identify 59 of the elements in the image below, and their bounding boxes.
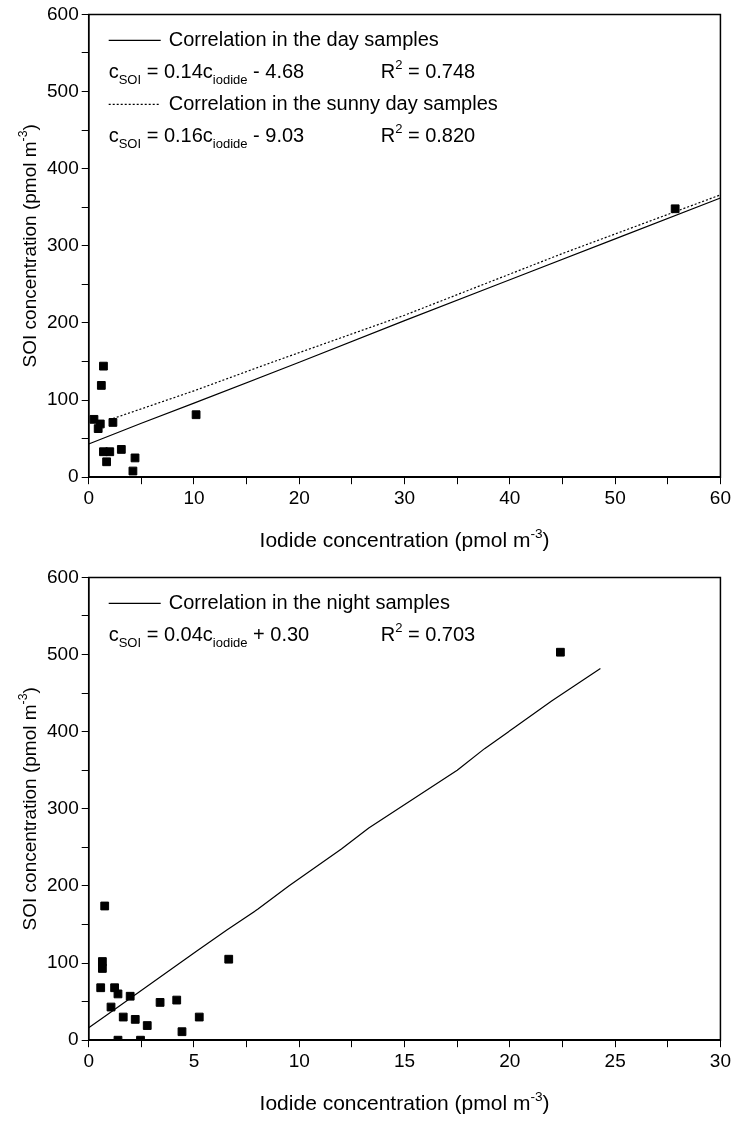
point xyxy=(130,453,140,463)
point xyxy=(116,445,126,454)
y-tick-label: 100 xyxy=(47,951,79,973)
point xyxy=(130,1014,140,1024)
y-tick-label: 500 xyxy=(47,79,79,101)
point xyxy=(96,983,106,993)
x-tick-label: 20 xyxy=(499,1049,521,1071)
x-tick-label: 10 xyxy=(183,486,205,508)
y-tick-label: 600 xyxy=(47,2,79,24)
y-tick-label: 500 xyxy=(47,642,79,664)
point xyxy=(155,998,165,1007)
y-tick-label: 300 xyxy=(47,797,79,819)
point xyxy=(142,1021,152,1030)
point xyxy=(108,418,118,427)
point xyxy=(105,447,115,457)
y-tick-label: 200 xyxy=(47,311,79,333)
y-tick-label: 300 xyxy=(47,234,79,256)
y-tick-label: 100 xyxy=(47,388,79,410)
y-tick-label: 600 xyxy=(47,565,79,587)
x-tick-label: 40 xyxy=(499,486,521,508)
y-tick-label: 0 xyxy=(68,1028,79,1050)
y-tick-label: 0 xyxy=(68,465,79,487)
point xyxy=(194,1012,204,1022)
x-tick-label: 50 xyxy=(604,486,626,508)
point xyxy=(102,457,111,467)
point xyxy=(118,1012,128,1022)
point xyxy=(93,424,103,433)
point xyxy=(172,995,182,1005)
x-tick-label: 0 xyxy=(83,1049,94,1071)
point xyxy=(113,989,123,999)
y-tick-label: 400 xyxy=(47,156,79,178)
x-tick-label: 30 xyxy=(709,1049,731,1071)
y-axis-title: SOI concentration (pmol m-3) xyxy=(16,687,40,931)
point xyxy=(556,647,565,657)
legend-label: Correlation in the sunny day samples xyxy=(168,92,498,115)
point xyxy=(106,1002,116,1012)
point xyxy=(125,991,135,1001)
x-tick-label: 0 xyxy=(83,486,94,508)
y-tick-label: 200 xyxy=(47,874,79,896)
point xyxy=(670,204,680,214)
x-tick-label: 25 xyxy=(604,1049,626,1071)
x-tick-label: 15 xyxy=(394,1049,416,1071)
point xyxy=(177,1027,187,1037)
point xyxy=(99,361,108,371)
x-tick-label: 60 xyxy=(709,486,731,508)
point xyxy=(100,901,110,911)
x-tick-label: 5 xyxy=(188,1049,200,1071)
legend-label: Correlation in the day samples xyxy=(168,28,439,51)
point xyxy=(98,964,107,973)
y-axis-title: SOI concentration (pmol m-3) xyxy=(16,124,40,368)
point xyxy=(128,466,138,476)
legend-label: Correlation in the night samples xyxy=(168,591,450,614)
point xyxy=(224,954,234,964)
x-tick-label: 20 xyxy=(288,486,310,508)
point xyxy=(191,410,201,420)
x-tick-label: 30 xyxy=(394,486,416,508)
x-tick-label: 10 xyxy=(288,1049,310,1071)
y-tick-label: 400 xyxy=(47,719,79,741)
point xyxy=(96,381,106,390)
